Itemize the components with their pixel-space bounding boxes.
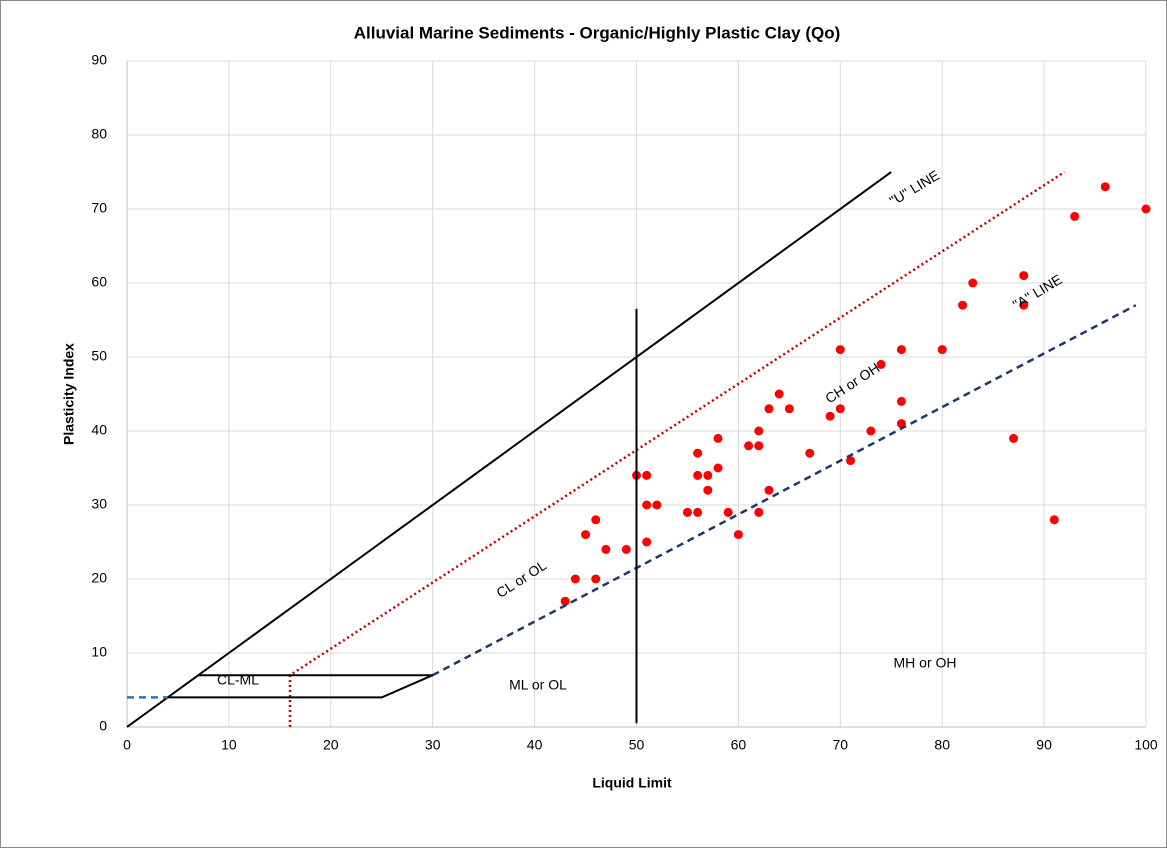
data-point [560, 596, 570, 606]
x-tick-label: 70 [833, 737, 849, 753]
data-point [1049, 515, 1059, 525]
data-point [581, 530, 591, 540]
annotation: ML or OL [509, 677, 567, 693]
data-point [958, 300, 968, 310]
data-point [733, 530, 743, 540]
x-tick-label: 10 [221, 737, 237, 753]
y-axis-title: Plasticity Index [61, 343, 77, 445]
data-point [744, 441, 754, 451]
data-point [1019, 271, 1029, 281]
data-point [835, 345, 845, 355]
data-point [896, 345, 906, 355]
data-point [764, 404, 774, 414]
y-tick-label: 40 [91, 422, 107, 438]
x-tick-label: 100 [1134, 737, 1158, 753]
data-point [866, 426, 876, 436]
data-point [754, 441, 764, 451]
data-point [591, 574, 601, 584]
x-tick-label: 50 [629, 737, 645, 753]
data-point [621, 544, 631, 554]
data-point [693, 507, 703, 517]
y-tick-label: 60 [91, 274, 107, 290]
data-point [1100, 182, 1110, 192]
data-point [591, 515, 601, 525]
y-tick-label: 0 [99, 718, 107, 734]
data-point [642, 470, 652, 480]
data-point [754, 426, 764, 436]
data-point [723, 507, 733, 517]
reference-line [167, 674, 434, 699]
data-point [652, 500, 662, 510]
data-point [845, 456, 855, 466]
data-point [876, 359, 886, 369]
y-tick-label: 80 [91, 126, 107, 142]
data-point [601, 544, 611, 554]
y-tick-label: 50 [91, 348, 107, 364]
data-point [937, 345, 947, 355]
x-tick-label: 40 [527, 737, 543, 753]
data-point [703, 470, 713, 480]
data-point [570, 574, 580, 584]
x-axis-title: Liquid Limit [592, 775, 672, 791]
chart-title: Alluvial Marine Sediments - Organic/High… [354, 23, 841, 42]
data-point [968, 278, 978, 288]
y-tick-label: 20 [91, 570, 107, 586]
data-point [1070, 211, 1080, 221]
data-point [825, 411, 835, 421]
x-tick-label: 0 [123, 737, 131, 753]
data-point [784, 404, 794, 414]
reference-line [126, 171, 892, 728]
x-tick-label: 80 [934, 737, 950, 753]
data-point [764, 485, 774, 495]
y-tick-label: 70 [91, 200, 107, 216]
data-point [1141, 204, 1151, 214]
data-point [1009, 433, 1019, 443]
x-tick-label: 20 [323, 737, 339, 753]
x-tick-label: 60 [731, 737, 747, 753]
data-point [774, 389, 784, 399]
data-point [682, 507, 692, 517]
y-tick-label: 30 [91, 496, 107, 512]
data-point [713, 463, 723, 473]
data-point [896, 419, 906, 429]
data-point [693, 470, 703, 480]
annotation: MH or OH [894, 655, 957, 671]
data-point [805, 448, 815, 458]
data-point [642, 537, 652, 547]
data-point [896, 396, 906, 406]
data-point [713, 433, 723, 443]
reference-line [432, 304, 1137, 677]
data-point [693, 448, 703, 458]
data-point [754, 507, 764, 517]
data-point [703, 485, 713, 495]
annotation: CL-ML [217, 672, 259, 688]
y-tick-label: 90 [91, 52, 107, 68]
data-point [1019, 300, 1029, 310]
x-tick-label: 90 [1036, 737, 1052, 753]
x-tick-label: 30 [425, 737, 441, 753]
data-point [835, 404, 845, 414]
y-tick-label: 10 [91, 644, 107, 660]
data-point [642, 500, 652, 510]
